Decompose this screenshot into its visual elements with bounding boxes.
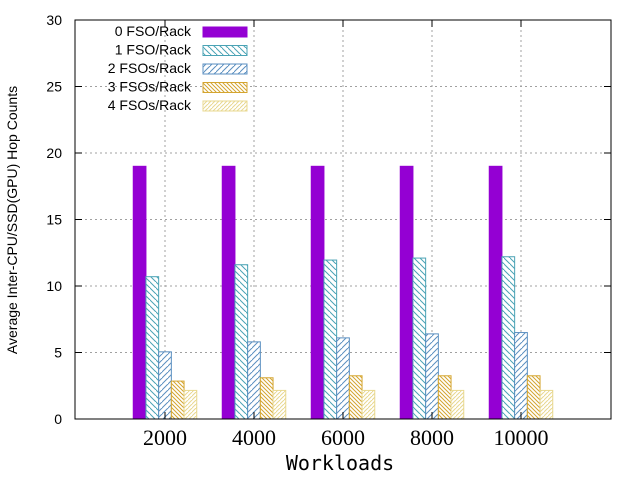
bar-4-fsos-rack xyxy=(539,389,554,420)
legend-swatch xyxy=(202,63,248,75)
y-tick-label: 0 xyxy=(54,411,62,427)
bar-1-fso-rack xyxy=(412,257,427,420)
legend-swatch xyxy=(202,26,248,38)
legend-swatch xyxy=(202,100,248,112)
bar-0-fso-rack xyxy=(132,165,147,420)
bar-0-fso-rack xyxy=(310,165,325,420)
bar-4-fsos-rack xyxy=(183,389,198,420)
bar-3-fsos-rack xyxy=(259,377,274,420)
legend: 0 FSO/Rack 1 FSO/Rack 2 FSOs/Rack 3 FSOs/Ra… xyxy=(108,23,248,113)
bar-0-fso-rack xyxy=(399,165,414,420)
bar-3-fsos-rack xyxy=(437,375,452,420)
bar-3-fsos-rack xyxy=(348,375,363,420)
y-tick-label: 20 xyxy=(46,145,62,161)
bar-0-fso-rack xyxy=(221,165,236,420)
bar-2-fsos-rack xyxy=(336,337,350,420)
x-tick-label: 6000 xyxy=(321,425,365,450)
legend-swatch xyxy=(202,82,248,93)
x-tick-label: 10000 xyxy=(494,425,549,450)
bar-2-fsos-rack xyxy=(158,351,172,420)
y-tick-label: 30 xyxy=(46,12,62,28)
legend-label: 3 FSOs/Rack xyxy=(108,79,192,95)
bar-3-fsos-rack xyxy=(526,375,541,420)
bar-4-fsos-rack xyxy=(361,389,376,420)
y-tick-label: 15 xyxy=(46,212,62,228)
y-tick-label: 10 xyxy=(46,278,62,294)
bar-1-fso-rack xyxy=(323,259,338,420)
y-axis-label: Average Inter-CPU/SSD(GPU) Hop Counts xyxy=(4,86,20,354)
x-tick-label: 4000 xyxy=(232,425,276,450)
bar-1-fso-rack xyxy=(234,264,249,420)
y-tick-label: 25 xyxy=(46,79,62,95)
legend-label: 2 FSOs/Rack xyxy=(108,60,192,76)
x-axis-label: Workloads xyxy=(286,451,394,475)
bar-4-fsos-rack xyxy=(450,389,465,420)
bar-3-fsos-rack xyxy=(170,380,185,420)
bar-1-fso-rack xyxy=(145,276,160,420)
x-tick-label: 2000 xyxy=(143,425,187,450)
bar-1-fso-rack xyxy=(501,256,516,420)
bar-2-fsos-rack xyxy=(514,332,528,420)
y-tick-label: 5 xyxy=(54,345,62,361)
legend-swatch xyxy=(202,45,248,56)
bar-2-fsos-rack xyxy=(247,341,261,420)
x-tick-label: 8000 xyxy=(410,425,454,450)
bars xyxy=(132,165,554,420)
bar-2-fsos-rack xyxy=(425,333,439,420)
axis-ticks: 0 5 10 15 20 25 30 2000 4000 6000 8000 10000 xyxy=(46,12,611,450)
bar-4-fsos-rack xyxy=(272,389,287,420)
legend-label: 1 FSO/Rack xyxy=(115,42,192,58)
legend-label: 4 FSOs/Rack xyxy=(108,97,192,113)
bar-0-fso-rack xyxy=(488,165,503,420)
legend-label: 0 FSO/Rack xyxy=(115,23,192,39)
